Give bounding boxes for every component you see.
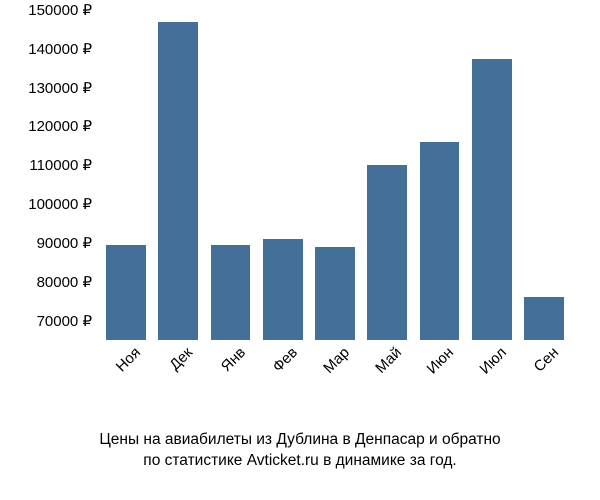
y-tick-label: 130000 ₽ (28, 79, 92, 97)
price-chart: 70000 ₽ 80000 ₽ 90000 ₽ 100000 ₽ 110000 ₽ 120… (0, 0, 600, 500)
y-tick-label: 90000 ₽ (37, 234, 92, 252)
x-tick-label: Дек (167, 344, 197, 374)
x-tick-label: Фев (269, 344, 301, 376)
plot-area (100, 10, 570, 340)
caption-line-2: по статистике Avticket.ru в динамике за … (0, 451, 600, 472)
bar (211, 245, 251, 340)
y-tick-label: 150000 ₽ (28, 1, 92, 19)
x-tick-label: Июл (476, 344, 510, 378)
x-tick-label: Ноя (113, 344, 144, 375)
bar (106, 245, 146, 340)
y-tick-label: 80000 ₽ (37, 273, 92, 291)
bar (472, 59, 512, 340)
bar (315, 247, 355, 340)
bar (263, 239, 303, 340)
y-axis: 70000 ₽ 80000 ₽ 90000 ₽ 100000 ₽ 110000 ₽ 120… (0, 10, 100, 340)
bar (367, 165, 407, 340)
y-tick-label: 120000 ₽ (28, 117, 92, 135)
y-tick-label: 100000 ₽ (28, 195, 92, 213)
x-tick-label: Янв (217, 344, 248, 375)
x-axis: Ноя Дек Янв Фев Мар Май Июн Июл Сен (100, 344, 570, 414)
x-tick-label: Сен (530, 344, 561, 375)
x-tick-label: Мар (320, 344, 353, 377)
y-tick-label: 70000 ₽ (37, 312, 92, 330)
bar (158, 22, 198, 340)
chart-caption: Цены на авиабилеты из Дублина в Денпасар… (0, 430, 600, 472)
bar (524, 297, 564, 340)
x-tick-label: Май (372, 344, 405, 377)
y-tick-label: 140000 ₽ (28, 40, 92, 58)
y-tick-label: 110000 ₽ (29, 156, 92, 174)
bars-layer (100, 10, 570, 340)
bar (420, 142, 460, 340)
x-tick-label: Июн (424, 344, 457, 377)
caption-line-1: Цены на авиабилеты из Дублина в Денпасар… (0, 430, 600, 451)
